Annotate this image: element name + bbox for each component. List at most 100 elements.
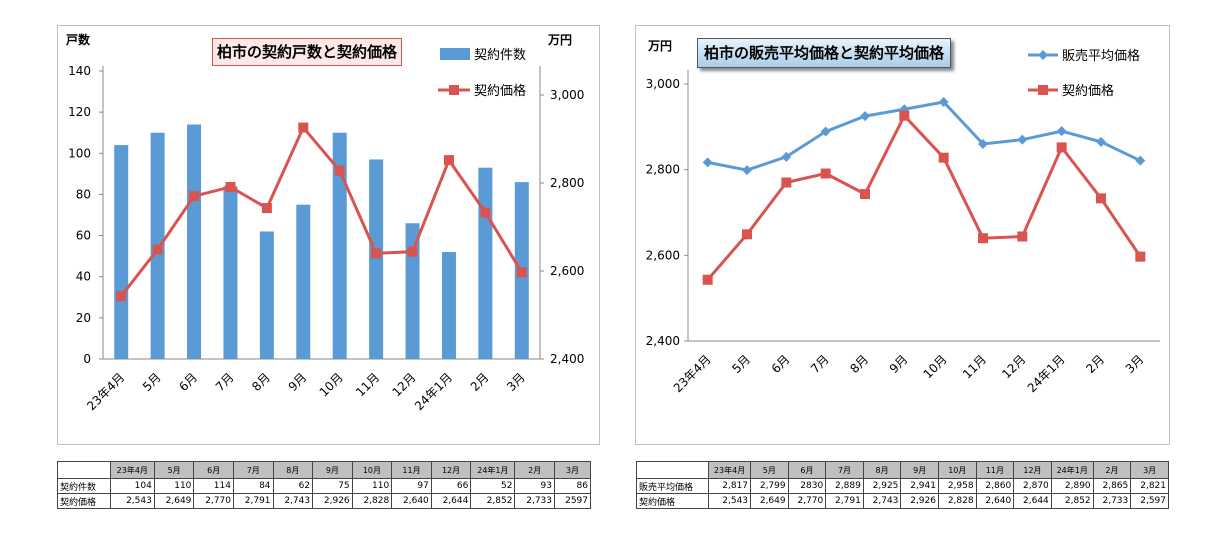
marker-販売平均価格 bbox=[702, 157, 713, 168]
y-left-tick-label: 20 bbox=[76, 311, 91, 325]
column-header: 24年1月 bbox=[470, 461, 516, 479]
marker-販売平均価格 bbox=[938, 96, 949, 107]
x-tick-label: 10月 bbox=[921, 352, 950, 381]
table-cell: 2,890 bbox=[1050, 478, 1094, 494]
table-cell: 2,543 bbox=[708, 493, 752, 509]
bar-契約件数 bbox=[223, 186, 238, 359]
table-cell: 2,926 bbox=[900, 493, 939, 509]
table-cell: 2,743 bbox=[862, 493, 902, 509]
bar-契約件数 bbox=[296, 204, 311, 359]
x-tick-label: 9月 bbox=[887, 352, 911, 376]
table-cell: 2,649 bbox=[153, 493, 195, 509]
table-cell: 104 bbox=[109, 478, 155, 494]
table-cell: 2597 bbox=[554, 493, 591, 509]
chart-2-frame bbox=[635, 25, 1170, 445]
row-label: 契約価格 bbox=[57, 493, 111, 509]
y-left-tick-label: 0 bbox=[83, 352, 91, 366]
column-header: 8月 bbox=[862, 461, 902, 479]
column-header: 23年4月 bbox=[109, 461, 155, 479]
x-tick-label: 5月 bbox=[729, 352, 753, 376]
table-cell: 2,958 bbox=[937, 478, 977, 494]
marker-契約価格 bbox=[938, 152, 949, 163]
corner-cell bbox=[57, 461, 111, 479]
y-left-tick-label: 120 bbox=[68, 105, 91, 119]
marker-契約価格 bbox=[1096, 193, 1106, 204]
y-left-tick-label: 140 bbox=[68, 64, 91, 78]
table-cell: 62 bbox=[272, 478, 314, 494]
marker-販売平均価格 bbox=[860, 111, 870, 122]
y-left-tick-label: 60 bbox=[76, 229, 91, 243]
bar-契約件数 bbox=[478, 167, 493, 359]
legend-swatch-bar bbox=[440, 48, 470, 60]
table-cell: 2,649 bbox=[750, 493, 789, 509]
table-cell: 86 bbox=[554, 478, 591, 494]
marker-契約価格 bbox=[702, 274, 713, 285]
column-header: 6月 bbox=[787, 461, 827, 479]
table-cell: 2,543 bbox=[109, 493, 155, 509]
table-cell: 2,821 bbox=[1130, 478, 1169, 494]
column-header: 12月 bbox=[1013, 461, 1052, 479]
marker-販売平均価格 bbox=[781, 151, 792, 162]
table-cell: 2,865 bbox=[1092, 478, 1132, 494]
table-cell: 2,770 bbox=[787, 493, 827, 509]
y-left-tick-label: 40 bbox=[76, 270, 91, 284]
legend-label: 契約価格 bbox=[1062, 83, 1114, 99]
legend-marker bbox=[1038, 85, 1048, 95]
y-tick-label: 2,800 bbox=[646, 163, 680, 177]
x-tick-label: 6月 bbox=[769, 352, 793, 376]
table-cell: 2,925 bbox=[862, 478, 902, 494]
bar-契約件数 bbox=[259, 231, 274, 359]
x-tick-label: 11月 bbox=[353, 370, 382, 399]
row-label: 契約価格 bbox=[635, 493, 710, 509]
table-cell: 2,791 bbox=[825, 493, 864, 509]
x-tick-label: 7月 bbox=[808, 352, 832, 376]
chart-1-frame bbox=[57, 25, 600, 445]
marker-契約価格 bbox=[1056, 142, 1067, 153]
line-契約価格 bbox=[706, 113, 1142, 281]
marker-契約価格 bbox=[407, 246, 418, 257]
column-header: 9月 bbox=[312, 461, 353, 479]
table-cell: 2,828 bbox=[351, 493, 393, 509]
table-cell: 2,941 bbox=[900, 478, 939, 494]
column-header: 2月 bbox=[514, 461, 555, 479]
x-tick-label: 6月 bbox=[176, 370, 200, 394]
marker-販売平均価格 bbox=[1056, 126, 1067, 137]
x-tick-label: 9月 bbox=[286, 370, 310, 394]
marker-契約価格 bbox=[116, 291, 127, 302]
table-cell: 2,828 bbox=[937, 493, 977, 509]
bar-契約件数 bbox=[369, 159, 384, 359]
table-cell: 2,889 bbox=[825, 478, 864, 494]
legend-label-line: 契約価格 bbox=[474, 83, 526, 99]
marker-契約価格 bbox=[742, 229, 752, 240]
x-tick-label: 7月 bbox=[213, 370, 237, 394]
marker-契約価格 bbox=[1017, 231, 1028, 242]
x-tick-label: 23年4月 bbox=[671, 352, 714, 395]
marker-契約価格 bbox=[443, 155, 454, 166]
marker-販売平均価格 bbox=[742, 165, 752, 176]
table-header-row: 23年4月 5月 6月 7月 8月 9月 10月 11月 12月 24年1月 2月 3月 bbox=[635, 461, 1169, 479]
column-header: 5月 bbox=[750, 461, 789, 479]
y-right-tick-label: 2,400 bbox=[550, 352, 584, 366]
legend-label: 販売平均価格 bbox=[1062, 48, 1140, 64]
table-cell: 97 bbox=[391, 478, 432, 494]
marker-販売平均価格 bbox=[978, 138, 988, 149]
row-label: 販売平均価格 bbox=[635, 478, 710, 494]
column-header: 3月 bbox=[1130, 461, 1169, 479]
marker-販売平均価格 bbox=[1096, 136, 1106, 147]
column-header: 5月 bbox=[153, 461, 195, 479]
column-header: 23年4月 bbox=[708, 461, 752, 479]
table-cell: 2830 bbox=[787, 478, 827, 494]
x-tick-label: 8月 bbox=[847, 352, 871, 376]
y-right-tick-label: 3,000 bbox=[550, 88, 584, 102]
marker-契約価格 bbox=[371, 248, 382, 259]
column-header: 11月 bbox=[391, 461, 432, 479]
table-cell: 2,644 bbox=[1013, 493, 1052, 509]
marker-契約価格 bbox=[152, 244, 163, 255]
column-header: 12月 bbox=[430, 461, 472, 479]
column-header: 3月 bbox=[554, 461, 591, 479]
y-left-tick-label: 80 bbox=[76, 187, 91, 201]
table-header-row: 23年4月 5月 6月 7月 8月 9月 10月 11月 12月 24年1月 2月 3月 bbox=[57, 461, 591, 479]
table-cell: 110 bbox=[351, 478, 393, 494]
bar-契約件数 bbox=[114, 145, 129, 359]
y-tick-label: 2,400 bbox=[646, 334, 680, 348]
